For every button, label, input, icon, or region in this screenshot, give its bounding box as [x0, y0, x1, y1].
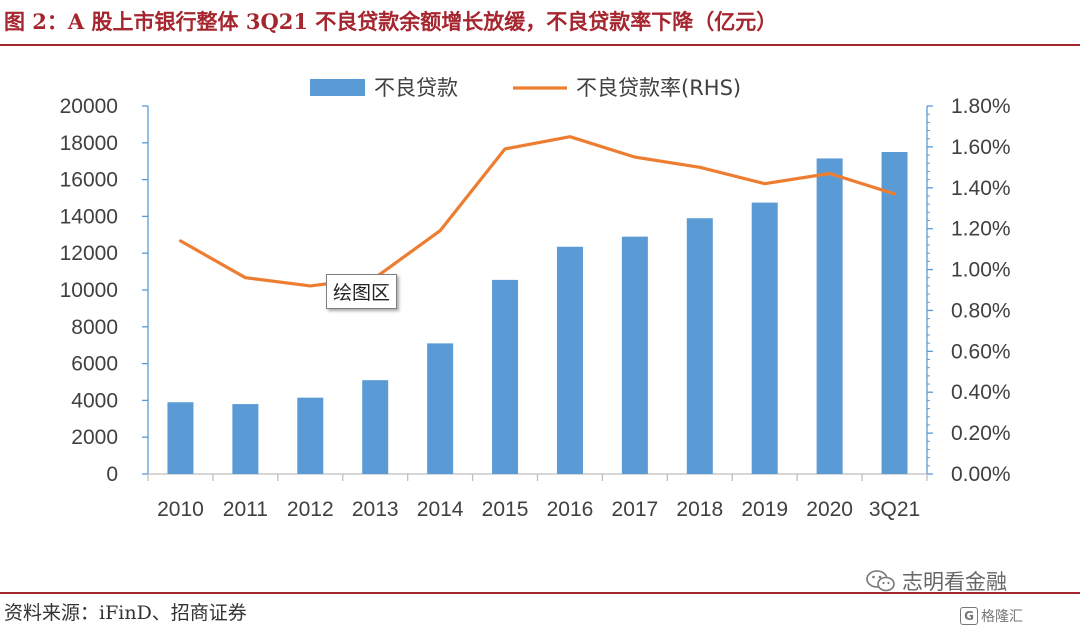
legend-line-label: 不良贷款率(RHS)	[576, 76, 741, 100]
left-axis-tick-label: 8000	[71, 316, 118, 339]
legend-bar-label: 不良贷款	[374, 76, 458, 100]
x-axis-tick-label: 2012	[287, 498, 334, 521]
right-axis-tick-label: 1.80%	[951, 95, 1011, 118]
legend-bar-swatch	[310, 79, 365, 96]
right-axis-tick-label: 0.80%	[951, 299, 1011, 322]
bar	[427, 343, 454, 474]
x-axis-tick-label: 2016	[547, 498, 594, 521]
right-axis-tick-label: 1.20%	[951, 218, 1011, 241]
x-axis-tick-label: 2017	[612, 498, 659, 521]
gelonghui-logo-icon: G	[960, 607, 978, 625]
bar	[881, 152, 908, 474]
watermark-badge: G 格隆汇	[960, 606, 1023, 626]
bar	[297, 397, 324, 474]
chart-legend: 不良贷款 不良贷款率(RHS)	[310, 76, 741, 100]
left-axis-tick-label: 16000	[60, 169, 118, 192]
title-divider	[0, 44, 1080, 46]
watermark: 志明看金融	[866, 566, 1007, 596]
left-axis-tick-label: 12000	[60, 242, 118, 265]
x-axis-tick-label: 2011	[223, 498, 268, 521]
bar	[167, 402, 194, 474]
bar	[686, 218, 713, 474]
footer-divider	[0, 592, 1080, 594]
bar	[816, 158, 843, 474]
right-axis-tick-label: 0.40%	[951, 381, 1011, 404]
bar	[556, 246, 583, 474]
figure-title: 图 2：A 股上市银行整体 3Q21 不良贷款余额增长放缓，不良贷款率下降（亿元…	[4, 9, 778, 34]
left-axis-tick-label: 2000	[71, 426, 118, 449]
bar	[621, 236, 648, 474]
x-axis-tick-label: 2014	[417, 498, 464, 521]
left-axis-tick-label: 10000	[60, 279, 118, 302]
right-axis-tick-label: 0.60%	[951, 340, 1011, 363]
bar	[751, 202, 778, 474]
left-axis-tick-label: 0	[106, 463, 118, 486]
left-axis-tick-label: 14000	[60, 205, 118, 228]
bar	[362, 380, 389, 474]
left-axis-tick-label: 6000	[71, 353, 118, 376]
right-axis-tick-label: 0.20%	[951, 422, 1011, 445]
right-axis-tick-label: 0.00%	[951, 463, 1011, 486]
left-y-axis: 0 2000 4000 6000 8000 10000 12000 14000 16000 180…	[60, 95, 149, 486]
bar	[232, 404, 259, 474]
left-axis-tick-label: 18000	[60, 132, 118, 155]
x-axis-tick-label: 2019	[741, 498, 788, 521]
npl-ratio-line	[178, 135, 897, 288]
x-axis-tick-label: 2010	[157, 498, 204, 521]
watermark-badge-text: 格隆汇	[981, 609, 1023, 625]
right-y-axis: 0.00% 0.20% 0.40% 0.60% 0.80% 1.00% 1.20% 1.40%…	[926, 95, 1011, 486]
left-axis-tick-label: 20000	[60, 95, 118, 118]
source-note: 资料来源：iFinD、招商证券	[4, 602, 247, 624]
x-axis-tick-label: 2020	[806, 498, 853, 521]
right-axis-tick-label: 1.60%	[951, 136, 1011, 159]
wechat-icon	[866, 570, 895, 592]
watermark-text: 志明看金融	[902, 570, 1007, 594]
x-axis: 2010 2011 2012 2013 2014 2015 2016 2017 2018 2019…	[147, 473, 928, 521]
plot-area-tooltip: 绘图区	[326, 274, 398, 309]
x-axis-tick-label: 2013	[352, 498, 399, 521]
bar	[492, 279, 519, 474]
left-axis-tick-label: 4000	[71, 389, 118, 412]
x-axis-tick-label: 2015	[482, 498, 529, 521]
x-axis-tick-label: 3Q21	[869, 498, 920, 521]
right-axis-tick-label: 1.40%	[951, 177, 1011, 200]
bar-series	[167, 152, 908, 474]
line-series	[178, 135, 897, 288]
x-axis-tick-label: 2018	[676, 498, 723, 521]
right-axis-tick-label: 1.00%	[951, 259, 1011, 282]
